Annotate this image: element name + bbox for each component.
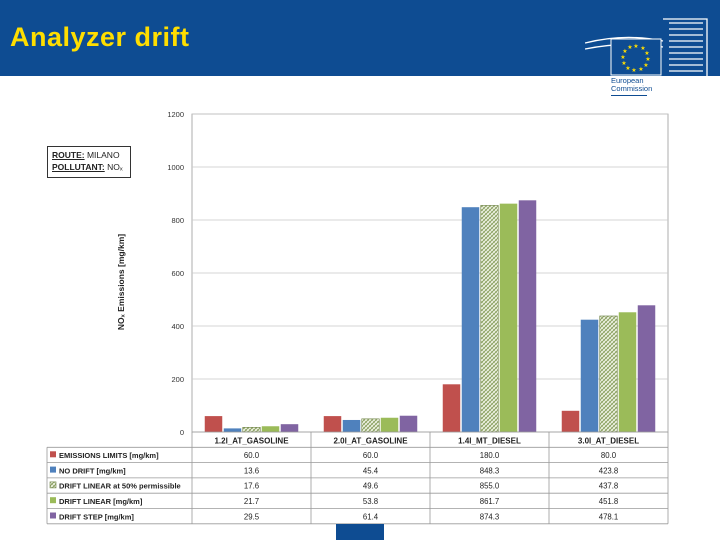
series-name: NO DRIFT [mg/km]	[59, 466, 126, 475]
y-tick-label: 800	[171, 216, 184, 225]
pollutant-value: NOₓ	[107, 162, 123, 172]
svg-text:★: ★	[622, 48, 627, 55]
svg-text:★: ★	[627, 44, 632, 51]
svg-text:★: ★	[621, 60, 626, 67]
route-info-box: ROUTE: MILANO POLLUTANT: NOₓ	[47, 146, 131, 178]
pollutant-label: POLLUTANT:	[52, 162, 105, 172]
data-value: 60.0	[363, 451, 379, 460]
bar	[599, 315, 618, 433]
data-value: 180.0	[480, 451, 500, 460]
y-tick-label: 200	[171, 375, 184, 384]
bar	[361, 418, 380, 433]
y-tick-label: 0	[180, 428, 184, 437]
route-label: ROUTE:	[52, 150, 85, 160]
bar	[399, 415, 418, 432]
svg-text:★: ★	[640, 45, 645, 52]
bar	[204, 416, 223, 432]
footer-tab	[336, 524, 384, 540]
svg-text:★: ★	[644, 50, 649, 57]
legend-swatch	[50, 466, 56, 473]
bar	[580, 319, 599, 432]
data-value: 53.8	[363, 497, 378, 506]
data-value: 61.4	[363, 512, 379, 521]
bar	[461, 207, 480, 432]
data-value: 451.8	[599, 497, 619, 506]
data-value: 49.6	[363, 482, 378, 491]
bar	[342, 419, 361, 432]
svg-text:★: ★	[631, 67, 636, 74]
data-value: 80.0	[601, 451, 617, 460]
category-label: 1.2l_AT_GASOLINE	[214, 436, 289, 445]
bar	[380, 417, 399, 432]
data-value: 437.8	[599, 482, 619, 491]
data-value: 423.8	[599, 466, 619, 475]
data-value: 17.6	[244, 482, 259, 491]
y-tick-label: 1000	[167, 163, 184, 172]
route-value: MILANO	[86, 150, 120, 160]
bar	[261, 426, 280, 432]
data-value: 861.7	[480, 497, 500, 506]
category-label: 1.4l_MT_DIESEL	[458, 436, 521, 445]
category-label: 3.0l_AT_DIESEL	[578, 436, 639, 445]
bar	[480, 205, 499, 433]
svg-text:★: ★	[620, 54, 625, 61]
series-name: EMISSIONS LIMITS [mg/km]	[59, 451, 159, 460]
data-value: 874.3	[480, 512, 500, 521]
bar	[280, 424, 299, 432]
series-name: DRIFT STEP [mg/km]	[59, 512, 134, 521]
bar	[242, 427, 261, 433]
european-commission-logo: ★ ★★ ★★★ ★★★ ★★★	[585, 18, 708, 78]
y-tick-label: 600	[171, 269, 184, 278]
svg-text:★: ★	[645, 56, 650, 63]
svg-text:★: ★	[638, 66, 643, 73]
bar	[518, 200, 537, 432]
svg-text:★: ★	[643, 62, 648, 69]
data-value: 45.4	[363, 466, 379, 475]
data-value: 478.1	[599, 512, 619, 521]
series-name: DRIFT LINEAR at 50% permissible	[59, 482, 181, 491]
legend-swatch	[50, 451, 56, 458]
bar	[223, 428, 242, 432]
logo-underline	[611, 95, 647, 96]
y-tick-label: 1200	[167, 110, 184, 119]
bar	[618, 312, 637, 432]
svg-text:★: ★	[633, 43, 638, 50]
bar	[323, 416, 342, 432]
data-value: 60.0	[244, 451, 260, 460]
bar	[561, 410, 580, 432]
page-title: Analyzer drift	[10, 22, 190, 52]
legend-swatch	[49, 481, 57, 489]
data-value: 21.7	[244, 497, 259, 506]
data-value: 29.5	[244, 512, 260, 521]
bar	[637, 305, 656, 432]
svg-text:★: ★	[625, 65, 630, 72]
category-label: 2.0l_AT_GASOLINE	[333, 436, 408, 445]
logo-text: European Commission	[611, 77, 652, 93]
bar	[499, 203, 518, 432]
data-value: 855.0	[480, 482, 500, 491]
y-axis-label: NOₓ Emissions [mg/km]	[116, 234, 126, 330]
bar	[442, 384, 461, 432]
data-value: 848.3	[480, 466, 500, 475]
header-bar	[0, 0, 720, 76]
logo-text-line1: European	[611, 76, 644, 85]
data-value: 13.6	[244, 466, 259, 475]
series-name: DRIFT LINEAR [mg/km]	[59, 497, 143, 506]
legend-swatch	[50, 497, 56, 504]
y-tick-label: 400	[171, 322, 184, 331]
legend-swatch	[50, 512, 56, 519]
logo-text-line2: Commission	[611, 84, 653, 93]
